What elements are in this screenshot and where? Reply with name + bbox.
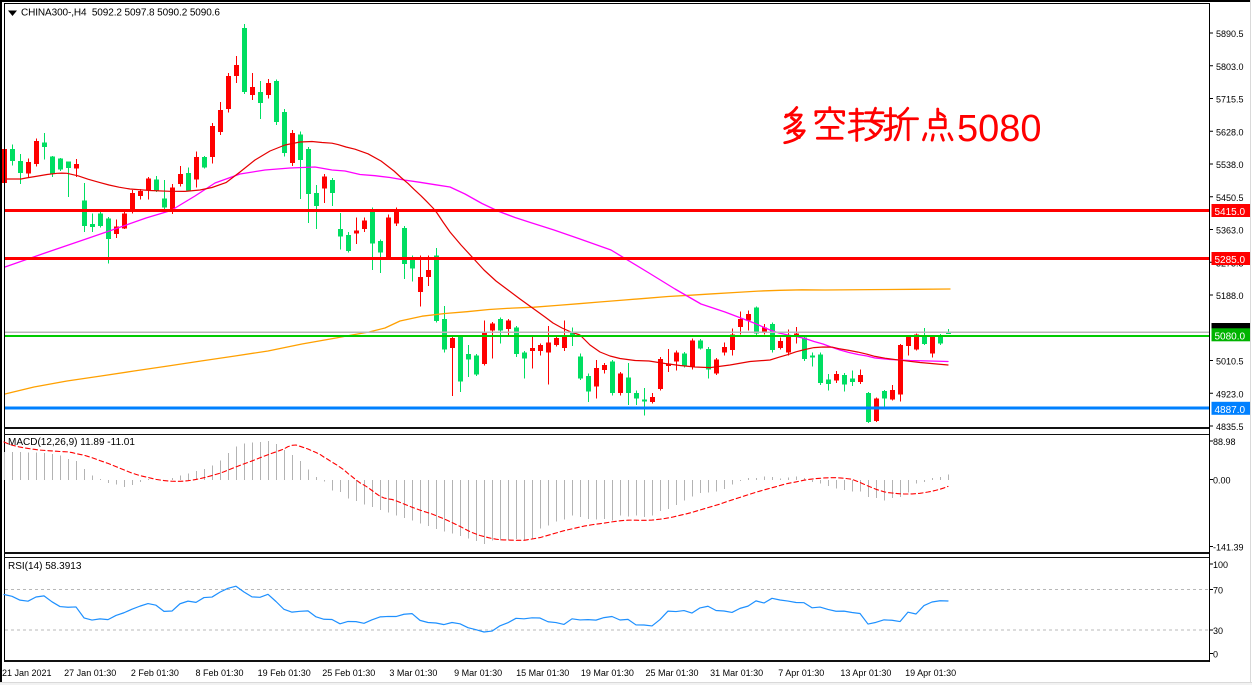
svg-text:-141.39: -141.39 [1213, 543, 1244, 553]
svg-text:MACD(12,26,9) 11.89 -11.01: MACD(12,26,9) 11.89 -11.01 [8, 437, 135, 448]
svg-text:2 Feb 01:30: 2 Feb 01:30 [131, 668, 179, 678]
svg-text:70: 70 [1213, 586, 1223, 596]
svg-text:5285.0: 5285.0 [1215, 255, 1246, 266]
svg-text:5450.5: 5450.5 [1216, 193, 1244, 203]
svg-text:9 Mar 01:30: 9 Mar 01:30 [454, 668, 502, 678]
svg-text:27 Jan 01:30: 27 Jan 01:30 [64, 668, 116, 678]
svg-text:100: 100 [1213, 560, 1228, 570]
svg-text:0.00: 0.00 [1213, 476, 1231, 486]
svg-text:15 Mar 01:30: 15 Mar 01:30 [516, 668, 569, 678]
svg-text:25 Mar 01:30: 25 Mar 01:30 [645, 668, 698, 678]
svg-text:21 Jan 2021: 21 Jan 2021 [2, 668, 52, 678]
svg-text:5188.0: 5188.0 [1216, 291, 1244, 301]
svg-text:25 Feb 01:30: 25 Feb 01:30 [322, 668, 375, 678]
svg-text:5080: 5080 [957, 108, 1042, 150]
svg-text:5415.0: 5415.0 [1215, 207, 1246, 218]
svg-text:CHINA300-,H4 5092.2 5097.8 50: CHINA300-,H4 5092.2 5097.8 5090.2 5090.6 [21, 8, 220, 19]
svg-text:5715.5: 5715.5 [1216, 95, 1244, 105]
svg-text:5538.0: 5538.0 [1216, 160, 1244, 170]
svg-text:30: 30 [1213, 626, 1223, 636]
svg-text:RSI(14) 58.3913: RSI(14) 58.3913 [8, 561, 82, 572]
svg-text:5803.0: 5803.0 [1216, 62, 1244, 72]
svg-text:5363.0: 5363.0 [1216, 226, 1244, 236]
svg-text:4835.5: 4835.5 [1216, 422, 1244, 432]
svg-text:19 Mar 01:30: 19 Mar 01:30 [581, 668, 634, 678]
svg-text:4887.0: 4887.0 [1215, 405, 1246, 416]
svg-text:8 Feb 01:30: 8 Feb 01:30 [195, 668, 243, 678]
svg-text:0: 0 [1213, 650, 1218, 660]
svg-text:3 Mar 01:30: 3 Mar 01:30 [389, 668, 437, 678]
svg-text:5010.5: 5010.5 [1216, 357, 1244, 367]
svg-text:4923.0: 4923.0 [1216, 389, 1244, 399]
svg-text:5890.5: 5890.5 [1216, 29, 1244, 39]
svg-text:13 Apr 01:30: 13 Apr 01:30 [840, 668, 891, 678]
svg-text:5628.0: 5628.0 [1216, 127, 1244, 137]
svg-text:88.98: 88.98 [1213, 437, 1236, 447]
svg-text:19 Feb 01:30: 19 Feb 01:30 [258, 668, 311, 678]
svg-text:7 Apr 01:30: 7 Apr 01:30 [778, 668, 824, 678]
svg-text:19 Apr 01:30: 19 Apr 01:30 [905, 668, 956, 678]
svg-text:31 Mar 01:30: 31 Mar 01:30 [710, 668, 763, 678]
svg-text:5080.0: 5080.0 [1215, 331, 1246, 342]
